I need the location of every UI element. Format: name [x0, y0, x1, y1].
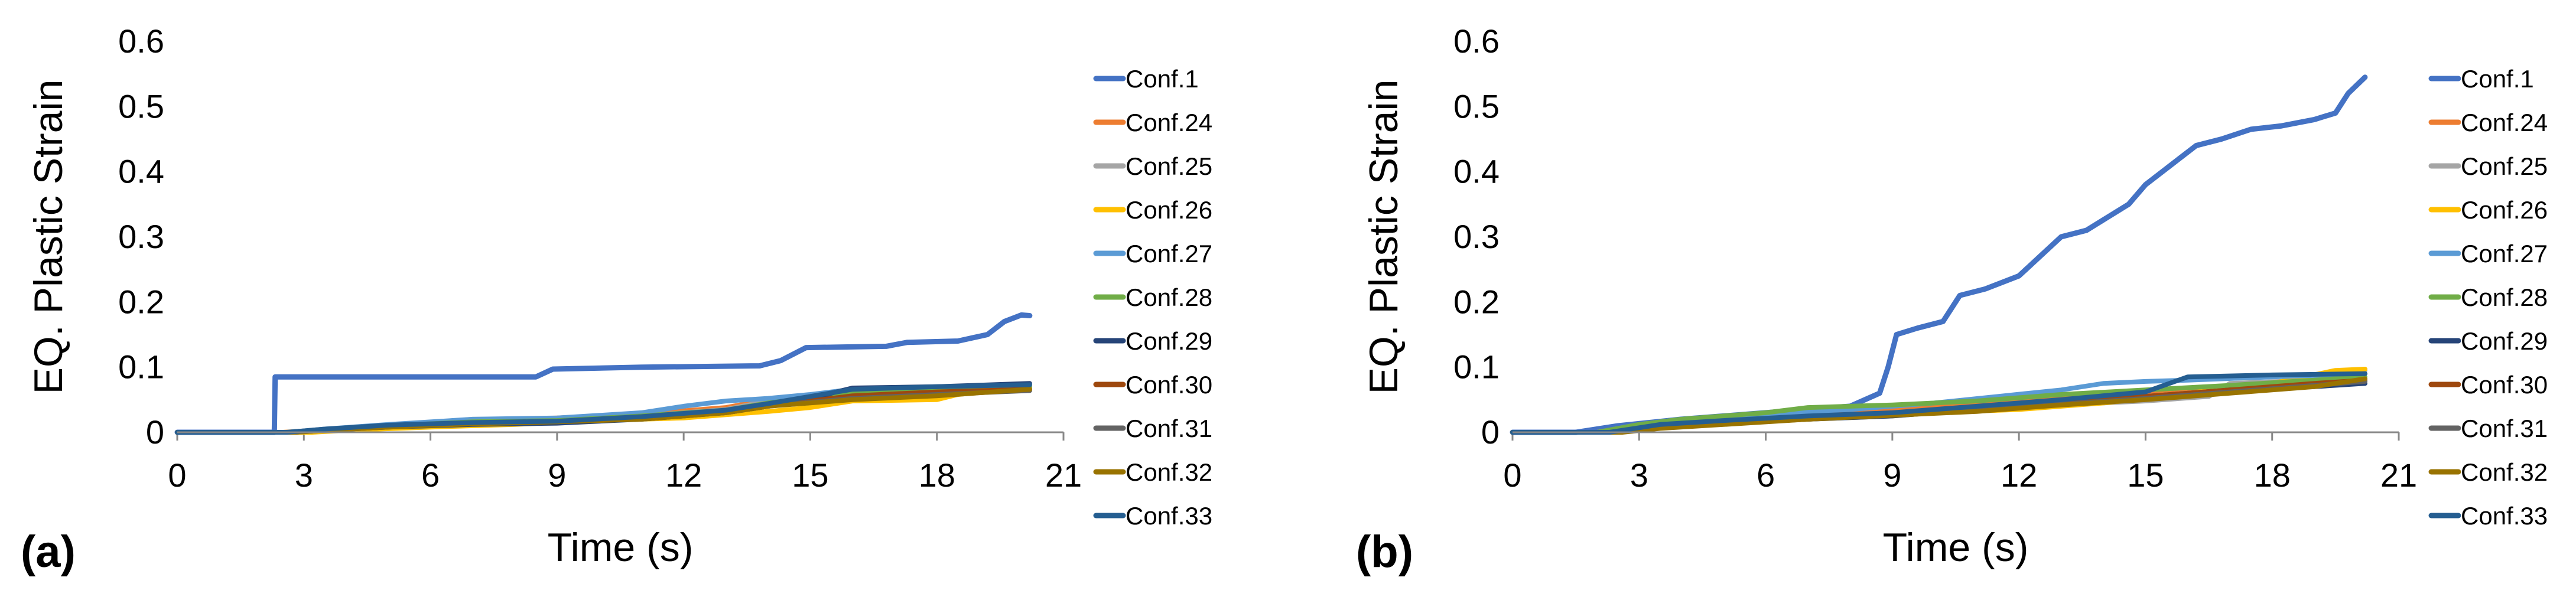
legend-label: Conf.33 — [1126, 502, 1212, 530]
legend-label: Conf.32 — [2461, 458, 2548, 486]
legend-label: Conf.28 — [2461, 283, 2548, 311]
x-tick-label: 6 — [421, 456, 440, 494]
legend-label: Conf.32 — [1126, 458, 1212, 486]
y-tick-label: 0.3 — [1453, 218, 1500, 255]
y-tick-label: 0.6 — [1453, 22, 1500, 60]
series-line-conf-33 — [1510, 371, 2367, 435]
series-line-conf-28 — [1510, 374, 2367, 435]
x-tick-label: 18 — [2254, 456, 2291, 494]
legend: Conf.1 Conf.24 Conf.25 Conf.26 Conf.27 Conf.2… — [2428, 65, 2548, 530]
x-tick-label: 0 — [168, 456, 186, 494]
legend: Conf.1 Conf.24 Conf.25 Conf.26 Conf.27 Conf.2… — [1093, 65, 1212, 530]
legend-label: Conf.29 — [2461, 327, 2548, 355]
x-tick-label: 15 — [2127, 456, 2164, 494]
legend-label: Conf.30 — [1126, 371, 1212, 399]
legend-label: Conf.27 — [2461, 240, 2548, 268]
y-tick-label: 0 — [146, 413, 164, 451]
legend-label: Conf.26 — [2461, 196, 2548, 224]
x-axis-title: Time (s) — [548, 525, 694, 570]
x-tick-label: 15 — [792, 456, 828, 494]
y-tick-label: 0.2 — [1453, 283, 1500, 320]
legend-label: Conf.30 — [2461, 371, 2548, 399]
y-tick-label: 0.3 — [118, 218, 164, 255]
legend-label: Conf.27 — [1126, 240, 1212, 268]
x-tick-label: 12 — [665, 456, 702, 494]
legend-label: Conf.1 — [2461, 65, 2534, 93]
legend-label: Conf.31 — [1126, 415, 1212, 442]
x-axis-title: Time (s) — [1883, 525, 2029, 570]
y-tick-label: 0.6 — [118, 22, 164, 60]
chart-panel-b: 0 0.1 0.2 0.3 0.4 0.5 0.6 0 3 6 9 12 15 18 21 Time (s) E… — [1356, 22, 2548, 577]
y-tick-label: 0.2 — [118, 283, 164, 320]
legend-label: Conf.31 — [2461, 415, 2548, 442]
y-tick-label: 0.5 — [1453, 87, 1500, 125]
series-line-conf-32 — [1510, 376, 2367, 435]
legend-label: Conf.28 — [1126, 283, 1212, 311]
series-line-conf-32 — [175, 387, 1032, 435]
x-tick-label: 3 — [295, 456, 313, 494]
y-tick-label: 0 — [1481, 413, 1500, 451]
legend-label: Conf.29 — [1126, 327, 1212, 355]
panel-label: (a) — [21, 527, 76, 577]
legend-label: Conf.25 — [1126, 152, 1212, 180]
chart-panel-a: 0 0.1 0.2 0.3 0.4 0.5 0.6 0 3 6 9 12 15 18 21 Time (s) E… — [21, 22, 1212, 577]
x-tick-label: 12 — [2001, 456, 2037, 494]
legend-label: Conf.24 — [2461, 109, 2548, 136]
x-tick-label: 3 — [1630, 456, 1648, 494]
y-tick-label: 0.4 — [118, 153, 164, 190]
series-line-conf-33 — [175, 382, 1032, 435]
panel-label: (b) — [1356, 527, 1413, 577]
x-tick-label: 9 — [1883, 456, 1901, 494]
y-axis-title: EQ. Plastic Strain — [26, 80, 71, 394]
series-line-conf-1 — [174, 312, 1033, 435]
x-tick-label: 0 — [1503, 456, 1521, 494]
legend-label: Conf.24 — [1126, 109, 1212, 136]
legend-label: Conf.1 — [1126, 65, 1199, 93]
x-tick-label: 21 — [1045, 456, 1082, 494]
legend-label: Conf.33 — [2461, 502, 2548, 530]
legend-label: Conf.26 — [1126, 196, 1212, 224]
x-tick-label: 18 — [919, 456, 955, 494]
y-axis-title: EQ. Plastic Strain — [1361, 80, 1406, 394]
x-tick-label: 6 — [1757, 456, 1775, 494]
y-tick-label: 0.1 — [1453, 348, 1500, 386]
x-tick-label: 21 — [2380, 456, 2417, 494]
legend-label: Conf.25 — [2461, 152, 2548, 180]
y-tick-label: 0.4 — [1453, 153, 1500, 190]
y-tick-label: 0.1 — [118, 348, 164, 386]
y-tick-label: 0.5 — [118, 87, 164, 125]
x-tick-label: 9 — [548, 456, 566, 494]
